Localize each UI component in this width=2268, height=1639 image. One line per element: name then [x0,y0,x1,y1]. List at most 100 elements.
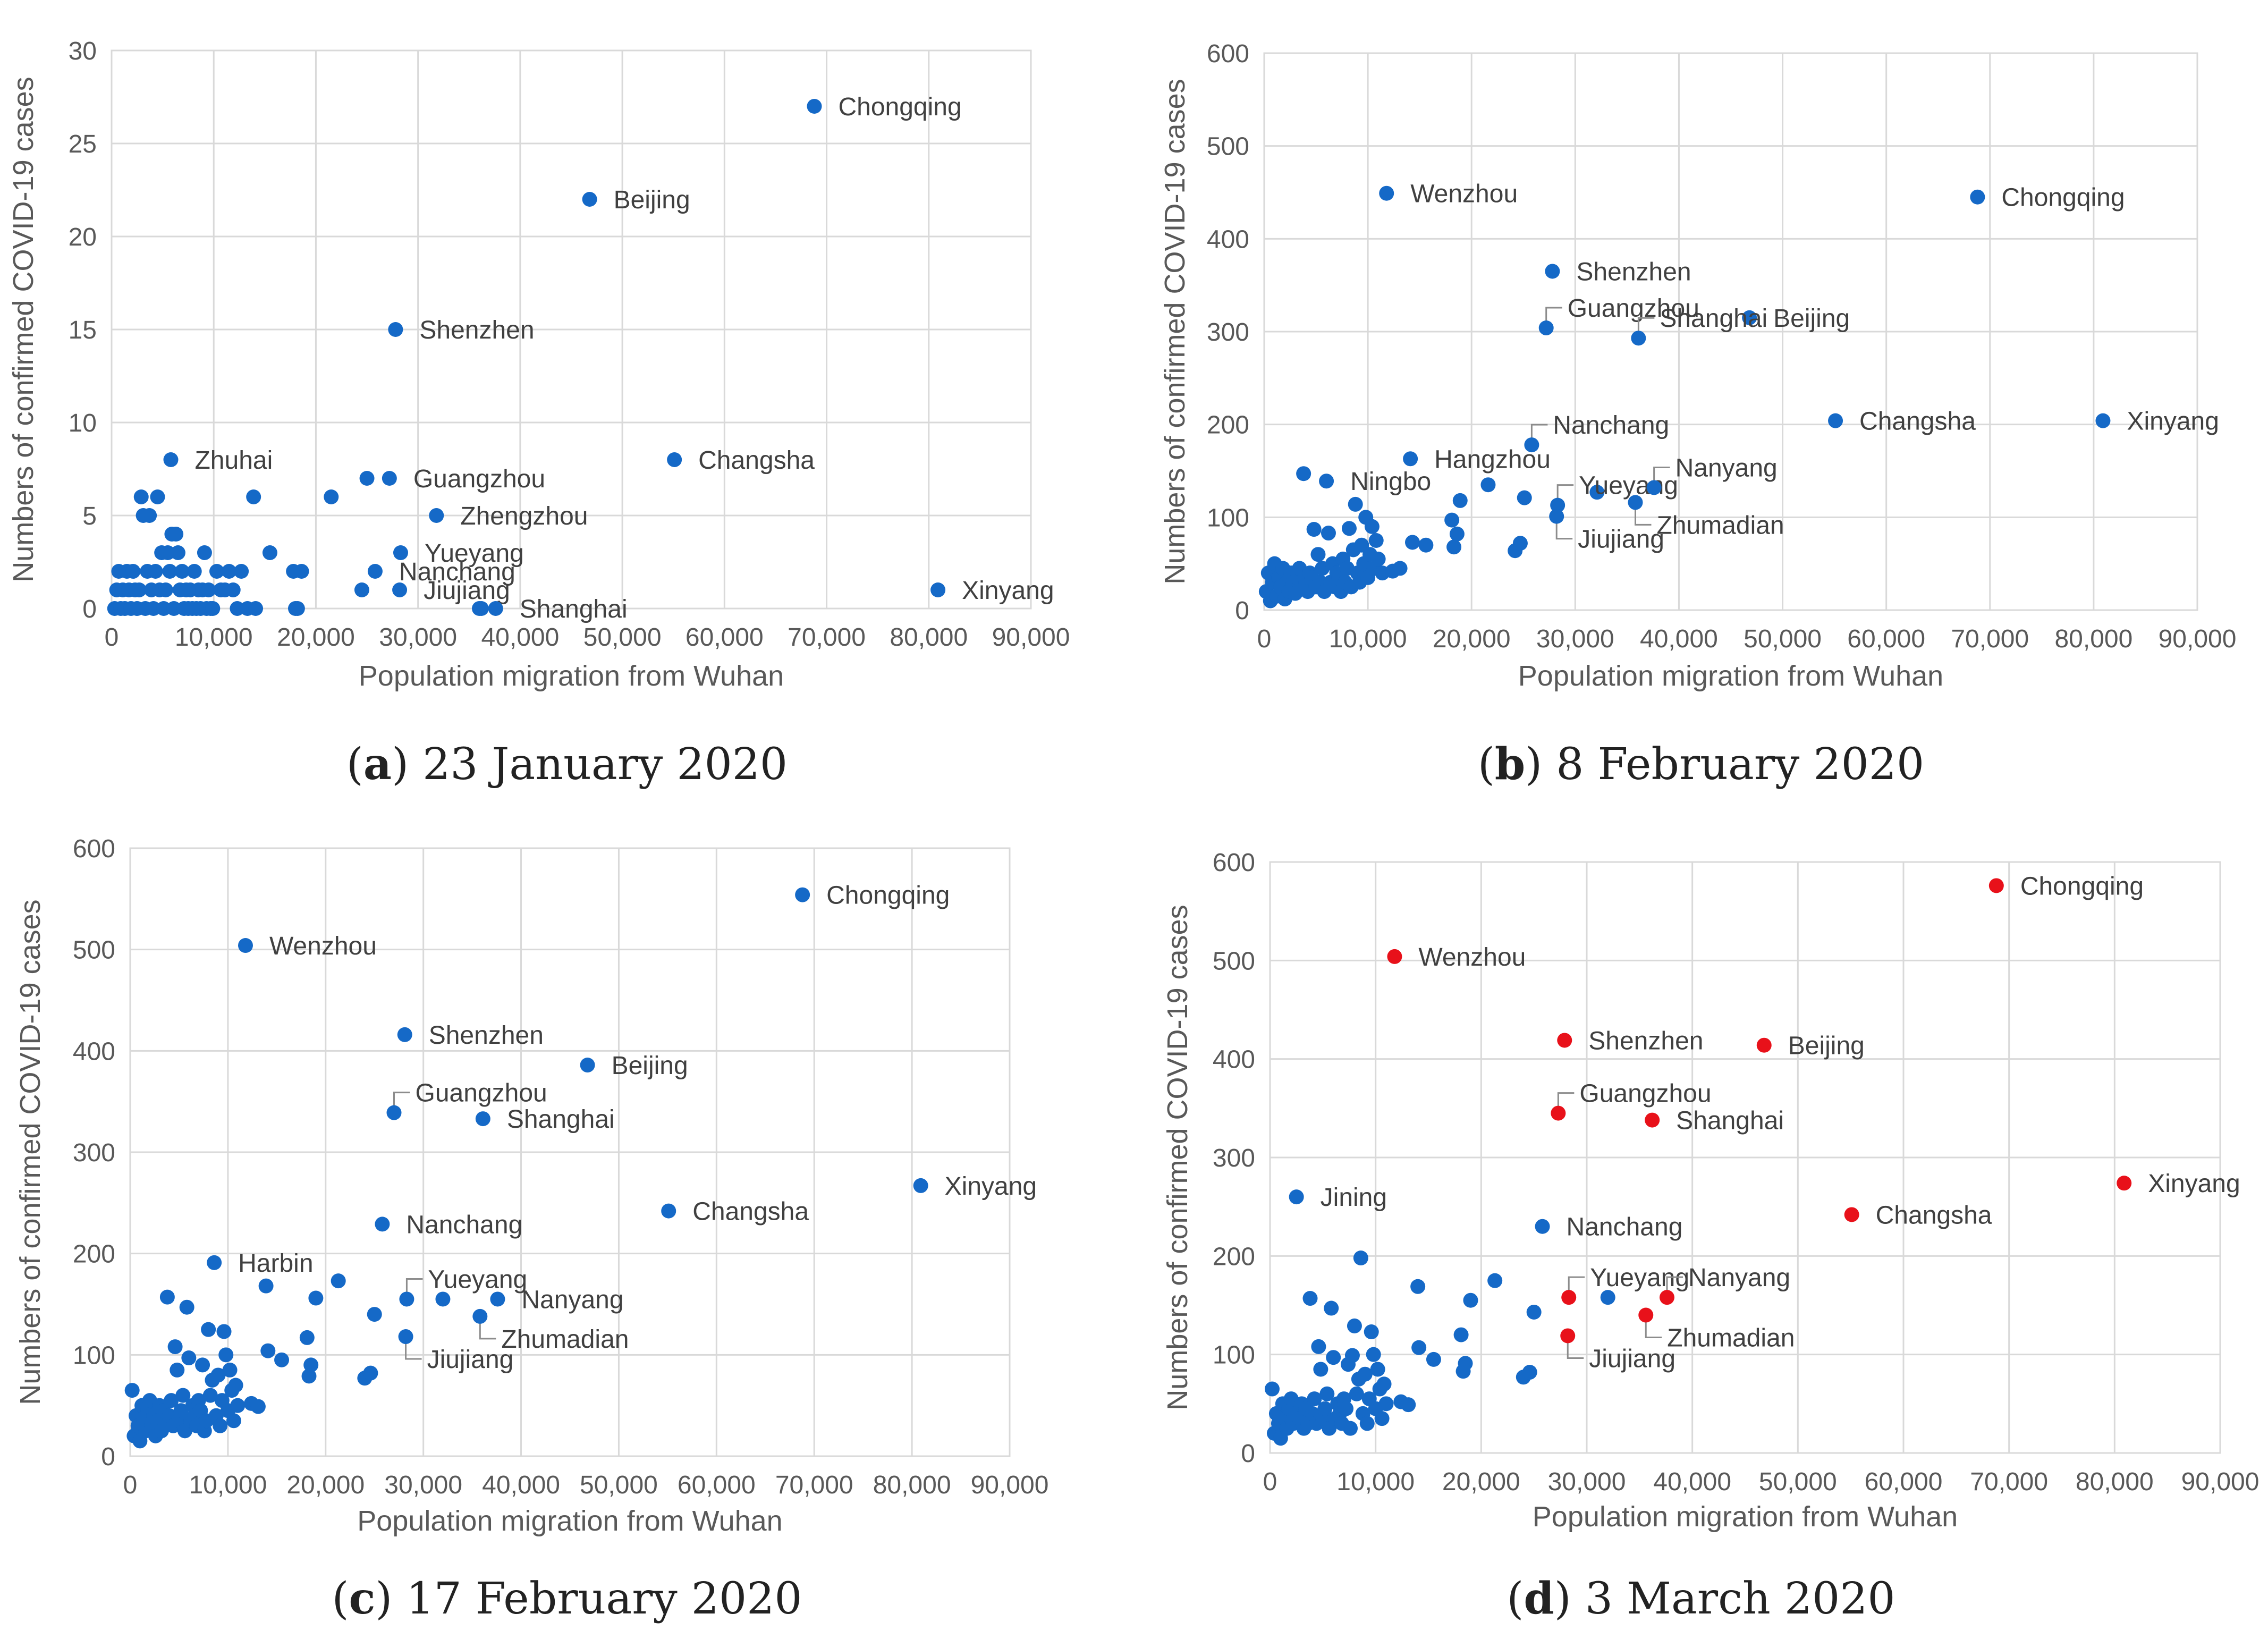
point-label-shanghai: Shanghai [520,595,628,623]
x-tick-label: 40,000 [1640,625,1718,653]
data-point [133,489,149,504]
point-label-zhuhai: Zhuhai [194,446,273,475]
data-point [222,564,237,579]
data-point [1344,1348,1360,1363]
x-tick-label: 30,000 [379,623,457,652]
caption-a: (a) 23 January 2020 [346,739,788,790]
x-tick-label: 60,000 [678,1471,756,1499]
scatter-chart-a: 0 5 10 15 20 25 30 0 10,000 20,000 30,000 40,000 50,… [7,37,1070,692]
point-label-beijing: Beijing [1773,305,1850,333]
x-tick-label: 80,000 [890,623,968,652]
data-point [1302,1291,1318,1306]
plot-area-border [1263,52,2198,611]
data-point [1370,551,1386,567]
data-point [148,564,163,579]
data-point [248,601,264,616]
point-label-nanyang: Nanyang [521,1286,623,1314]
data-point [1374,1411,1390,1426]
data-point-shanghai [1645,1112,1660,1128]
caption-text-a: 23 January 2020 [422,739,788,790]
x-tick-label: 30,000 [1536,625,1614,653]
data-point [294,564,309,579]
caption-letter-b: b [1494,739,1526,790]
data-point [1370,1362,1385,1377]
point-label-nanyang: Nanyang [1675,454,1778,482]
point-label-changsha: Changsha [692,1198,809,1226]
data-point [1313,1362,1328,1377]
data-point-beijing [1742,310,1757,325]
plot-area-border [111,49,1032,610]
data-point [1348,496,1363,512]
x-axis-title: Population migration from Wuhan [1533,1501,1958,1533]
point-label-yueyang: Yueyang [1579,472,1678,500]
y-tick-label: 100 [1213,1341,1255,1370]
data-point [230,601,245,616]
data-point [170,1362,185,1378]
x-tick-label: 20,000 [1442,1468,1520,1496]
y-tick-label: 25 [69,130,97,158]
point-label-jiujiang: Jiujiang [1578,526,1664,554]
point-label-hangzhou: Hangzhou [1434,445,1551,474]
data-point-shenzhen [397,1027,412,1042]
caption-text-b: 8 February 2020 [1556,739,1925,790]
data-point [290,601,305,616]
y-tick-label: 400 [1213,1046,1255,1074]
x-tick-label: 50,000 [583,623,662,652]
point-label-zhumadian: Zhumadian [501,1325,629,1354]
data-point [173,1403,189,1418]
point-label-guangzhou: Guangzhou [413,465,545,493]
data-point [1589,485,1605,500]
x-tick-label: 90,000 [992,623,1070,652]
x-tick-label: 0 [1257,625,1272,653]
data-point [1364,519,1380,534]
data-point-yueyang [393,545,408,560]
x-tick-label: 0 [123,1471,138,1499]
y-tick-label: 200 [1213,1243,1255,1271]
point-label-nanchang: Nanchang [1553,411,1669,440]
point-label-wenzhou: Wenzhou [269,932,377,960]
point-label-nanchang: Nanchang [399,558,515,586]
data-point-guangzhou [382,471,397,486]
x-tick-label: 20,000 [1433,625,1511,653]
data-point-xinyang [930,582,946,597]
data-point [262,545,277,560]
data-point-wenzhou [1387,949,1402,964]
data-point [222,1362,238,1378]
data-point-nanchang [375,1216,390,1232]
data-point [1341,521,1357,536]
caption-d: (d) 3 March 2020 [1507,1573,1895,1624]
data-point-nanyang [490,1291,505,1307]
x-tick-label: 80,000 [2054,625,2132,653]
data-point [363,1365,378,1381]
x-tick-label: 70,000 [775,1471,853,1499]
y-tick-label: 10 [69,409,97,437]
caption-text-d: 3 March 2020 [1585,1574,1895,1624]
point-label-xinyang: Xinyang [962,577,1054,605]
data-point [1347,1318,1362,1333]
data-point [202,1388,218,1403]
data-point-shenzhen [1545,264,1560,279]
point-label-xinyang: Xinyang [945,1172,1037,1201]
data-point-shanghai [475,1111,490,1127]
data-point [197,545,212,560]
data-point [210,1367,226,1383]
data-point [181,1350,197,1366]
data-point [1359,1416,1375,1431]
point-label-jiujiang: Jiujiang [1589,1345,1675,1373]
point-label-zhengzhou: Zhengzhou [460,502,588,530]
data-point [1458,1356,1473,1371]
data-point-shenzhen [1557,1033,1572,1048]
data-point-guangzhou [1538,320,1554,336]
y-tick-label: 200 [73,1240,115,1269]
data-point [1463,1292,1478,1308]
data-point [246,489,261,504]
point-label-guangzhou: Guangzhou [1579,1080,1711,1108]
point-label-ningbo: Ningbo [1350,468,1431,496]
data-point [324,489,339,504]
x-tick-label: 70,000 [1951,625,2029,653]
data-point [142,508,157,523]
x-tick-label: 40,000 [482,1471,560,1499]
y-tick-label: 0 [1241,1440,1255,1468]
data-point [473,601,489,616]
data-point [1364,1324,1379,1340]
